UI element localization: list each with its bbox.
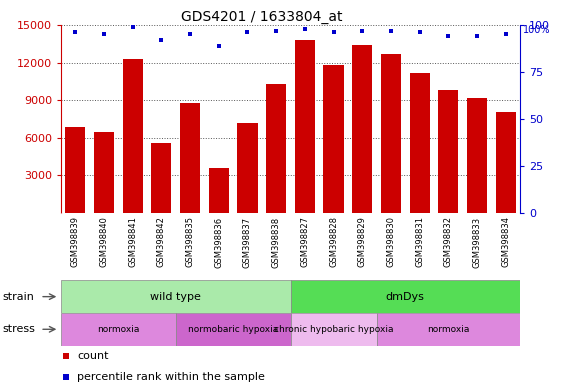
- Point: [99, 31, 109, 37]
- Point: [128, 24, 137, 30]
- Point: [185, 31, 195, 37]
- Text: normoxia: normoxia: [97, 325, 139, 334]
- Point: [328, 110, 337, 116]
- Point: [71, 30, 80, 36]
- Point: [300, 26, 310, 32]
- Bar: [152, 143, 171, 213]
- Text: chronic hypobaric hypoxia: chronic hypobaric hypoxia: [274, 325, 393, 334]
- Bar: [376, 313, 520, 346]
- Point: [501, 31, 510, 37]
- Text: GSM398830: GSM398830: [386, 217, 396, 268]
- Text: stress: stress: [3, 324, 36, 334]
- Text: percentile rank within the sample: percentile rank within the sample: [77, 372, 265, 382]
- Bar: [496, 111, 516, 213]
- Text: GSM398837: GSM398837: [243, 217, 252, 268]
- Text: wild type: wild type: [150, 291, 201, 302]
- Text: GSM398832: GSM398832: [444, 217, 453, 268]
- Point: [472, 33, 482, 39]
- Bar: [381, 54, 401, 213]
- Point: [328, 299, 337, 305]
- Point: [415, 30, 424, 36]
- Text: GSM398838: GSM398838: [272, 217, 281, 268]
- Bar: [290, 280, 520, 313]
- Bar: [209, 168, 229, 213]
- Point: [329, 30, 338, 36]
- Bar: [266, 84, 286, 213]
- Bar: [123, 59, 143, 213]
- Bar: [324, 65, 343, 213]
- Text: GSM398829: GSM398829: [358, 217, 367, 267]
- Text: GSM398827: GSM398827: [300, 217, 309, 268]
- Bar: [467, 98, 487, 213]
- Text: dmDys: dmDys: [386, 291, 425, 302]
- Bar: [352, 45, 372, 213]
- Point: [214, 43, 224, 49]
- Text: GDS4201 / 1633804_at: GDS4201 / 1633804_at: [181, 10, 342, 23]
- Text: GSM398835: GSM398835: [185, 217, 195, 268]
- Point: [271, 28, 281, 34]
- Bar: [290, 313, 376, 346]
- Text: normobaric hypoxia: normobaric hypoxia: [188, 325, 278, 334]
- Point: [444, 33, 453, 39]
- Text: GSM398836: GSM398836: [214, 217, 223, 268]
- Text: normoxia: normoxia: [427, 325, 469, 334]
- Point: [386, 28, 396, 34]
- Text: count: count: [77, 351, 109, 361]
- Bar: [65, 127, 85, 213]
- Text: GSM398841: GSM398841: [128, 217, 137, 267]
- Bar: [238, 123, 257, 213]
- Text: GSM398833: GSM398833: [472, 217, 482, 268]
- Point: [243, 30, 252, 36]
- Text: GSM398842: GSM398842: [157, 217, 166, 267]
- Text: GSM398840: GSM398840: [99, 217, 109, 267]
- Text: GSM398828: GSM398828: [329, 217, 338, 268]
- Text: 100%: 100%: [523, 25, 550, 35]
- Bar: [61, 280, 290, 313]
- Text: GSM398834: GSM398834: [501, 217, 510, 268]
- Point: [157, 37, 166, 43]
- Bar: [175, 313, 290, 346]
- Bar: [438, 90, 458, 213]
- Text: GSM398839: GSM398839: [71, 217, 80, 268]
- Bar: [61, 313, 175, 346]
- Point: [357, 28, 367, 34]
- Bar: [94, 132, 114, 213]
- Text: strain: strain: [3, 291, 35, 302]
- Text: GSM398831: GSM398831: [415, 217, 424, 268]
- Bar: [180, 103, 200, 213]
- Bar: [295, 40, 315, 213]
- Bar: [410, 73, 429, 213]
